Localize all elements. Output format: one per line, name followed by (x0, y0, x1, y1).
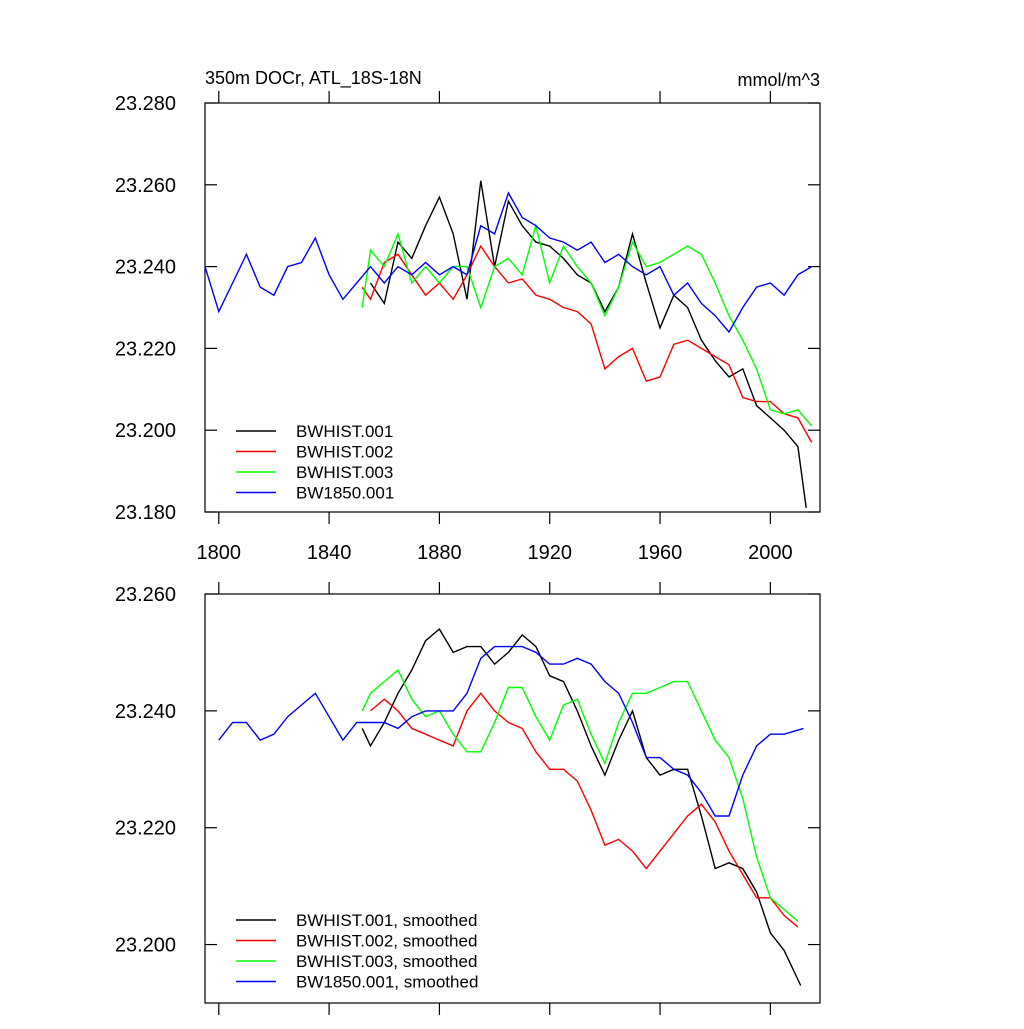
y-tick-label: 23.200 (115, 420, 176, 442)
x-tick-label: 1880 (417, 542, 462, 564)
data-line (370, 692, 799, 928)
data-line (204, 191, 813, 334)
legend-label: BWHIST.002, smoothed (296, 932, 477, 951)
y-tick-label: 23.220 (115, 338, 176, 360)
x-tick-label: 1800 (197, 542, 242, 564)
y-tick-label: 23.240 (115, 701, 176, 723)
y-tick-label: 23.220 (115, 818, 176, 840)
legend-label: BWHIST.001, smoothed (296, 911, 477, 930)
legend-label: BWHIST.002 (296, 443, 393, 462)
data-line (361, 222, 813, 427)
data-line (218, 645, 804, 817)
y-tick-label: 23.280 (115, 93, 176, 115)
y-tick-label: 23.260 (115, 584, 176, 606)
legend-label: BW1850.001, smoothed (296, 973, 478, 992)
units-label: mmol/m^3 (738, 70, 820, 90)
x-tick-label: 1840 (307, 542, 352, 564)
x-tick-label: 2000 (748, 542, 793, 564)
legend-label: BWHIST.003 (296, 463, 393, 482)
plot-frame (204, 593, 821, 1004)
y-tick-label: 23.200 (115, 935, 176, 957)
data-line (361, 628, 802, 986)
plot-frame (204, 102, 821, 513)
y-tick-label: 23.240 (115, 257, 176, 279)
x-tick-label: 1920 (527, 542, 572, 564)
y-tick-label: 23.180 (115, 502, 176, 524)
x-tick-label: 1960 (638, 542, 683, 564)
legend-label: BWHIST.003, smoothed (296, 952, 477, 971)
data-line (369, 180, 807, 508)
legend-label: BWHIST.001 (296, 422, 393, 441)
legend-label: BW1850.001 (296, 484, 394, 503)
chart-title: 350m DOCr, ATL_18S-18N (205, 68, 422, 89)
y-tick-label: 23.260 (115, 175, 176, 197)
data-line (361, 668, 799, 922)
data-line (361, 244, 813, 443)
